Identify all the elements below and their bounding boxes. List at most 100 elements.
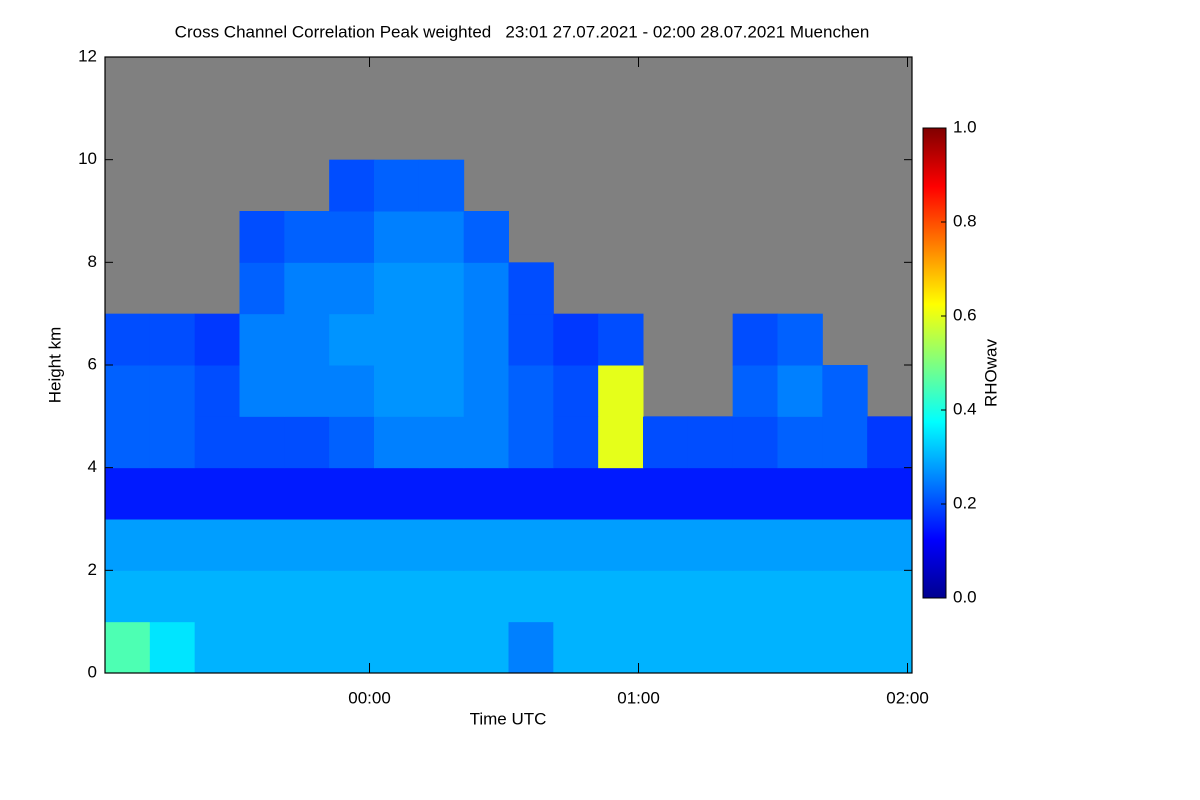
heatmap-cell <box>598 365 644 417</box>
y-tick-label: 0 <box>88 662 97 681</box>
heatmap-cell <box>463 519 509 571</box>
colorbar-tick-label: 0.4 <box>953 399 977 418</box>
heatmap-cell <box>732 416 778 469</box>
heatmap-cell <box>239 467 285 520</box>
heatmap-cell <box>329 467 375 520</box>
heatmap-cell <box>777 570 823 623</box>
heatmap-cell <box>732 519 778 571</box>
heatmap-cell <box>508 313 554 366</box>
heatmap-cell <box>239 365 285 417</box>
heatmap-cell <box>643 570 689 623</box>
heatmap-cell <box>418 313 465 366</box>
heatmap-cell <box>598 467 644 520</box>
heatmap <box>105 159 913 674</box>
heatmap-cell <box>463 467 509 520</box>
heatmap-cell <box>239 416 285 469</box>
heatmap-cell <box>418 211 465 263</box>
heatmap-cell <box>239 211 285 263</box>
heatmap-cell <box>329 262 375 315</box>
heatmap-cell <box>777 519 823 571</box>
heatmap-cell <box>463 365 509 417</box>
heatmap-cell <box>194 313 240 366</box>
heatmap-cell <box>777 467 823 520</box>
heatmap-cell <box>418 416 465 469</box>
heatmap-cell <box>822 365 868 417</box>
heatmap-cell <box>105 365 151 417</box>
heatmap-cell <box>105 313 151 366</box>
heatmap-cell <box>553 519 599 571</box>
heatmap-cell <box>374 416 420 469</box>
heatmap-cell <box>553 570 599 623</box>
heatmap-cell <box>508 365 554 417</box>
heatmap-cell <box>687 416 734 469</box>
heatmap-cell <box>867 570 913 623</box>
heatmap-cell <box>687 570 734 623</box>
heatmap-cell <box>149 365 196 417</box>
heatmap-cell <box>239 621 285 674</box>
colorbar-tick-label: 0.8 <box>953 211 977 230</box>
heatmap-cell <box>777 365 823 417</box>
colorbar-tick-label: 0.0 <box>953 587 977 606</box>
heatmap-cell <box>418 159 465 212</box>
heatmap-cell <box>149 416 196 469</box>
heatmap-cell <box>553 313 599 366</box>
heatmap-cell <box>194 621 240 674</box>
heatmap-cell <box>553 621 599 674</box>
heatmap-cell <box>463 621 509 674</box>
heatmap-cell <box>418 365 465 417</box>
heatmap-cell <box>687 519 734 571</box>
x-axis-label: Time UTC <box>470 709 547 728</box>
heatmap-cell <box>284 621 330 674</box>
heatmap-cell <box>329 365 375 417</box>
y-tick-label: 2 <box>88 560 97 579</box>
heatmap-cell <box>105 519 151 571</box>
heatmap-cell <box>463 313 509 366</box>
heatmap-cell <box>463 416 509 469</box>
heatmap-cell <box>643 416 689 469</box>
heatmap-cell <box>777 416 823 469</box>
heatmap-cell <box>374 159 420 212</box>
chart-title: Cross Channel Correlation Peak weighted … <box>175 22 870 41</box>
heatmap-cell <box>284 467 330 520</box>
heatmap-cell <box>329 211 375 263</box>
heatmap-cell <box>284 365 330 417</box>
heatmap-cell <box>239 570 285 623</box>
colorbar-tick-label: 0.2 <box>953 493 977 512</box>
heatmap-cell <box>374 621 420 674</box>
heatmap-cell <box>822 519 868 571</box>
heatmap-cell <box>867 467 913 520</box>
heatmap-cell <box>105 570 151 623</box>
heatmap-cell <box>194 570 240 623</box>
heatmap-cell <box>194 467 240 520</box>
y-tick-label: 4 <box>88 457 97 476</box>
heatmap-cell <box>105 467 151 520</box>
heatmap-cell <box>643 519 689 571</box>
heatmap-cell <box>598 416 644 469</box>
heatmap-cell <box>284 416 330 469</box>
heatmap-cell <box>329 519 375 571</box>
heatmap-cell <box>643 621 689 674</box>
heatmap-cell <box>777 313 823 366</box>
heatmap-cell <box>374 313 420 366</box>
heatmap-cell <box>463 262 509 315</box>
heatmap-cell <box>822 467 868 520</box>
heatmap-cell <box>329 416 375 469</box>
heatmap-cell <box>284 313 330 366</box>
x-tick-label: 02:00 <box>886 688 929 707</box>
y-tick-label: 6 <box>88 354 97 373</box>
heatmap-cell <box>508 621 554 674</box>
y-axis-label: Height km <box>45 327 64 404</box>
y-tick-label: 10 <box>78 149 97 168</box>
heatmap-cell <box>553 416 599 469</box>
heatmap-cell <box>418 570 465 623</box>
heatmap-cell <box>374 570 420 623</box>
heatmap-cell <box>105 621 151 674</box>
heatmap-cell <box>643 467 689 520</box>
heatmap-cell <box>239 262 285 315</box>
heatmap-cell <box>867 621 913 674</box>
y-tick-label: 8 <box>88 252 97 271</box>
heatmap-cell <box>598 313 644 366</box>
colorbar-tick-label: 0.6 <box>953 305 977 324</box>
